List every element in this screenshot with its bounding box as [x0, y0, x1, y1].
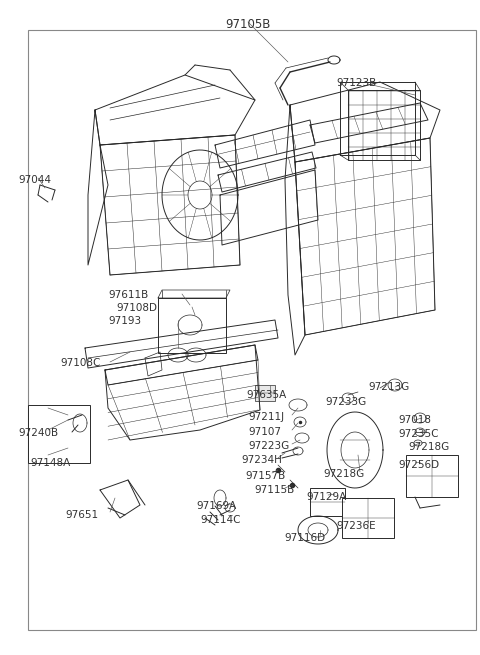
Text: 97234H: 97234H [241, 455, 282, 465]
Text: 97123B: 97123B [336, 78, 376, 88]
Text: 97116D: 97116D [284, 533, 325, 543]
Text: 97240B: 97240B [18, 428, 58, 438]
Text: 97235C: 97235C [398, 429, 439, 439]
Bar [158, 298, 226, 353]
Text: 97211J: 97211J [248, 412, 284, 422]
Text: 97148A: 97148A [30, 458, 70, 468]
Text: 97018: 97018 [398, 415, 431, 425]
Text: 97651: 97651 [65, 510, 98, 520]
Text: 97114C: 97114C [200, 515, 240, 525]
Bar [406, 455, 458, 497]
Text: 97193: 97193 [108, 316, 141, 326]
Bar [342, 498, 394, 538]
Text: 97236E: 97236E [336, 521, 376, 531]
Text: 97213G: 97213G [368, 382, 409, 392]
Text: 97129A: 97129A [306, 492, 346, 502]
Text: 97218G: 97218G [323, 469, 364, 479]
Text: 97107: 97107 [248, 427, 281, 437]
Text: 97105B: 97105B [225, 18, 271, 31]
Text: 97044: 97044 [18, 175, 51, 185]
Text: 97115B: 97115B [254, 485, 294, 495]
Text: 97611B: 97611B [108, 290, 148, 300]
Text: 97233G: 97233G [325, 397, 366, 407]
Text: 97223G: 97223G [248, 441, 289, 451]
Text: 97256D: 97256D [398, 460, 439, 470]
Text: 97157B: 97157B [245, 471, 285, 481]
Bar [28, 405, 90, 463]
Text: 97218G: 97218G [408, 442, 449, 452]
Text: 97108D: 97108D [116, 303, 157, 313]
Text: 97169A: 97169A [196, 501, 236, 511]
Text: 97108C: 97108C [60, 358, 100, 368]
Text: 97635A: 97635A [246, 390, 286, 400]
Bar [310, 488, 345, 516]
Bar [255, 385, 275, 401]
